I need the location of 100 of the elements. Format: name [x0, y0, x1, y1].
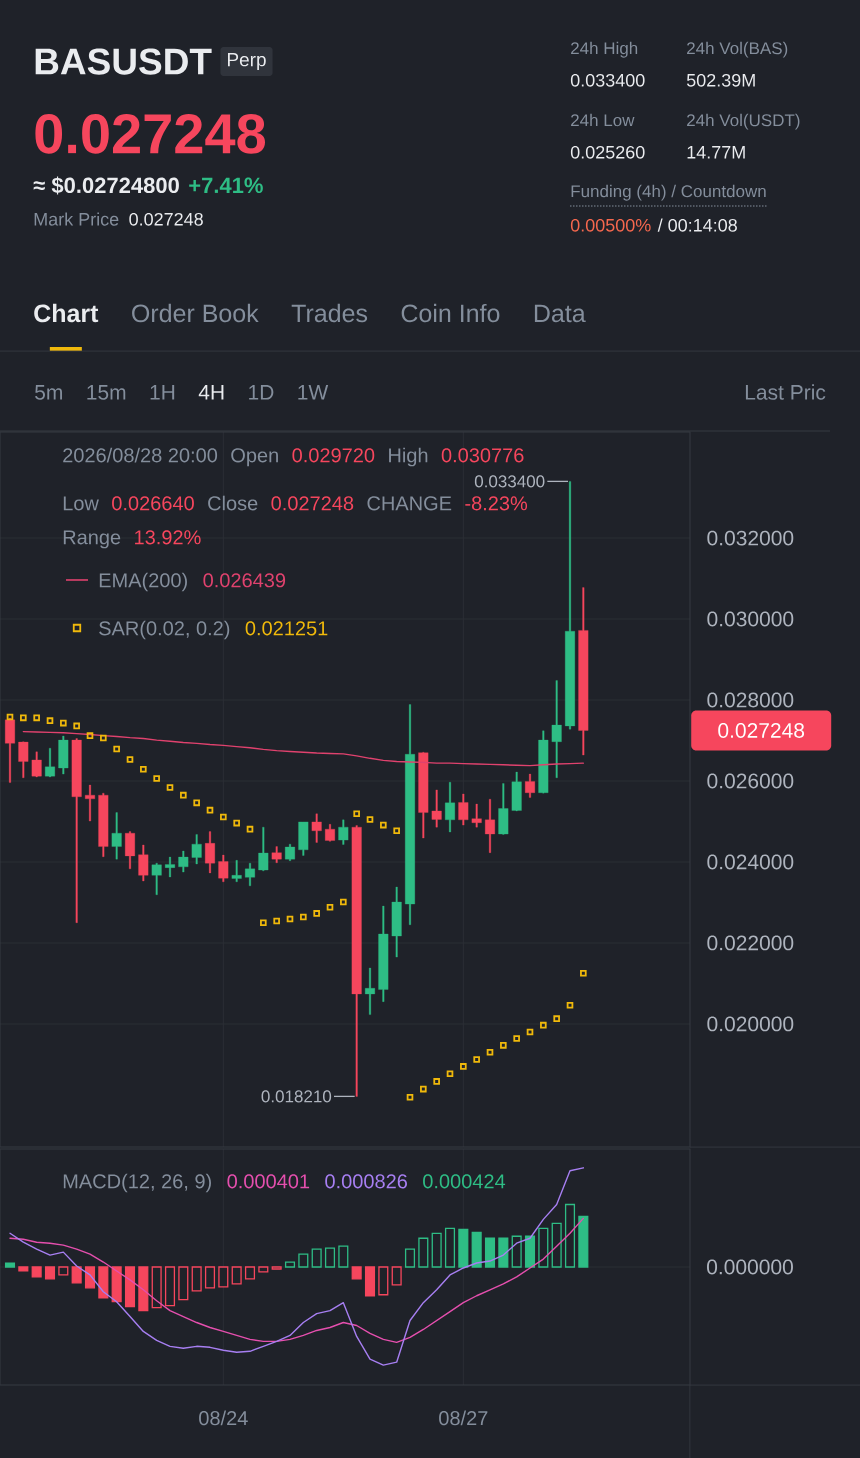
candlestick — [191, 834, 202, 865]
text: 0.027248 — [718, 723, 805, 738]
y-tick-label: 0.024000 — [707, 854, 794, 870]
point — [553, 1015, 560, 1022]
point — [206, 806, 214, 814]
text: 5m — [35, 385, 62, 400]
bar — [471, 1231, 482, 1268]
point — [100, 734, 107, 742]
point — [73, 722, 80, 730]
candlestick — [98, 792, 109, 857]
annotation: 0.029720 — [292, 448, 375, 463]
candlestick — [165, 856, 175, 878]
candlestick — [391, 886, 402, 958]
bar — [458, 1228, 469, 1268]
point — [153, 775, 160, 782]
annotation: 0.000826 — [325, 1174, 407, 1189]
candlestick — [325, 824, 335, 842]
annotation: 0.021251 — [245, 621, 328, 636]
point — [260, 919, 267, 926]
text: ≈ $0.02724800 — [33, 176, 179, 195]
point — [6, 713, 14, 721]
point — [86, 732, 94, 739]
text: 0.027248 — [129, 212, 203, 226]
point — [566, 1001, 574, 1009]
candlestick — [511, 771, 522, 812]
point — [193, 799, 200, 807]
y-tick-label: 0.026000 — [707, 773, 794, 789]
candlestick — [31, 751, 42, 778]
candlestick — [351, 825, 362, 1097]
candlestick — [125, 831, 135, 869]
annotation: 2026/08/28 20:00 — [63, 447, 218, 463]
candlestick — [218, 854, 229, 882]
text: Chart — [34, 303, 99, 323]
point — [580, 970, 587, 977]
candlestick — [258, 826, 269, 872]
candlestick — [365, 967, 375, 1015]
y-tick-label: 0.030000 — [707, 611, 794, 627]
text: / 00:14:08 — [657, 218, 737, 232]
point — [353, 810, 360, 818]
point — [460, 1063, 467, 1070]
bar — [44, 1266, 56, 1280]
legend-label: SAR(0.02, 0.2) — [99, 620, 230, 640]
candlestick — [405, 704, 415, 925]
candlestick — [71, 738, 82, 923]
candlestick — [245, 863, 255, 886]
annotation: High — [389, 447, 428, 467]
annotation: Close — [208, 495, 258, 511]
candlestick — [205, 831, 215, 874]
text: 24h Vol(USDT) — [687, 113, 800, 130]
candlestick — [151, 863, 162, 895]
text: +7.41% — [189, 177, 263, 194]
candlestick — [498, 783, 509, 835]
line-series — [22, 730, 585, 767]
text: Last Pric — [745, 384, 826, 400]
text: 0.025260 — [570, 145, 645, 159]
point — [46, 717, 54, 724]
text: 0.027248 — [35, 114, 266, 154]
candlestick — [565, 481, 575, 730]
bar — [111, 1266, 122, 1303]
candlestick — [45, 748, 55, 778]
bar — [484, 1237, 496, 1268]
annotation: 0.000424 — [423, 1174, 506, 1189]
candlestick — [471, 803, 482, 828]
text: 14.77M — [687, 146, 745, 159]
candlestick — [445, 782, 455, 833]
bar — [524, 1235, 536, 1268]
candlestick — [285, 844, 295, 861]
text: BASUSDT — [35, 48, 212, 75]
annotation: 0.026640 — [112, 496, 194, 511]
bar — [498, 1237, 509, 1268]
text: 24h Low — [571, 113, 635, 127]
point — [340, 898, 347, 906]
point — [286, 915, 294, 923]
bar — [84, 1266, 96, 1289]
candlestick — [85, 784, 95, 822]
candlestick — [18, 741, 29, 778]
candlestick — [538, 730, 549, 794]
text: Data — [534, 304, 586, 323]
text: Order Book — [132, 303, 259, 323]
bar — [138, 1266, 149, 1312]
point — [433, 1078, 440, 1085]
text: 4H — [198, 385, 224, 400]
candlestick — [298, 821, 309, 856]
candlestick — [458, 793, 469, 826]
point — [33, 714, 40, 722]
bar — [351, 1266, 362, 1280]
point — [393, 827, 400, 835]
point — [313, 910, 320, 917]
bar — [71, 1266, 82, 1284]
candlestick — [178, 850, 189, 873]
point — [113, 745, 120, 753]
y-tick-label: 0.022000 — [707, 935, 794, 951]
text: 502.39M — [686, 73, 755, 87]
bar — [98, 1266, 109, 1299]
text: 1D — [249, 385, 274, 400]
candlestick — [271, 846, 282, 863]
annotation: 0.033400 — [474, 475, 545, 488]
text: 1W — [298, 385, 329, 400]
x-tick-label: 08/24 — [199, 1410, 248, 1426]
text: 24h High — [571, 41, 638, 58]
